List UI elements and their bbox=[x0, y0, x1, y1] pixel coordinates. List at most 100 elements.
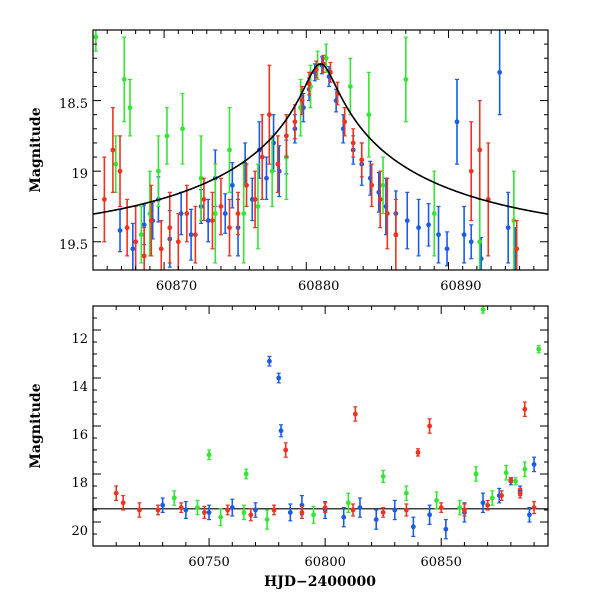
bottom-y-tick-label-2: 16 bbox=[71, 428, 88, 443]
bottom-series-2-point-12 bbox=[248, 508, 254, 522]
bottom-plot-frame bbox=[92, 305, 549, 547]
top-series-1-point-22 bbox=[380, 156, 386, 215]
top-y-axis-title: Magnitude bbox=[28, 107, 44, 192]
bottom-series-0-point-4 bbox=[183, 501, 189, 520]
bottom-series-0-point-5 bbox=[206, 504, 212, 521]
top-series-2-point-21 bbox=[275, 135, 281, 193]
bottom-series-2-point-4 bbox=[352, 406, 358, 422]
top-y-tick-label-1: 19 bbox=[71, 167, 88, 182]
top-series-1-point-21 bbox=[366, 71, 372, 158]
bottom-series-1-point-9 bbox=[195, 499, 200, 516]
top-series-1-point-1 bbox=[113, 135, 119, 193]
bottom-series-1-point-17 bbox=[457, 499, 463, 516]
top-series-2-point-12 bbox=[201, 177, 207, 222]
bottom-series-2-point-5 bbox=[427, 418, 433, 434]
top-series-2-point-38 bbox=[477, 99, 483, 201]
top-series-2-point-11 bbox=[192, 205, 198, 264]
top-series-1-point-24 bbox=[431, 170, 437, 257]
bottom-x-tick-label-0: 60750 bbox=[188, 555, 229, 570]
top-series-2-point-36 bbox=[393, 198, 399, 270]
bottom-series-1-point-11 bbox=[241, 504, 247, 521]
top-series-2-point-1 bbox=[110, 107, 116, 193]
bottom-series-2-point-13 bbox=[271, 504, 277, 516]
bottom-series-0-point-14 bbox=[392, 499, 398, 521]
bottom-y-tick-label-4: 20 bbox=[71, 524, 88, 539]
bottom-series-1-point-5 bbox=[473, 466, 479, 482]
top-series-2-point-9 bbox=[175, 212, 181, 270]
top-series-0-point-42 bbox=[468, 224, 474, 260]
bottom-series-0-point-17 bbox=[443, 518, 449, 540]
top-series-1-point-3 bbox=[127, 78, 133, 137]
top-series-2-point-5 bbox=[141, 227, 147, 270]
top-x-tick-label-2: 60890 bbox=[440, 279, 481, 294]
top-series-2-point-39 bbox=[485, 142, 491, 257]
top-series-1-point-0 bbox=[93, 30, 99, 52]
top-series-2-point-6 bbox=[148, 184, 154, 257]
top-series-0-point-9 bbox=[205, 198, 211, 243]
top-series-2-point-18 bbox=[252, 170, 258, 229]
bottom-series-2-point-20 bbox=[462, 503, 467, 517]
bottom-series-1-point-0 bbox=[480, 306, 486, 314]
bottom-series-1-point-2 bbox=[206, 449, 212, 461]
top-series-2-point-32 bbox=[359, 142, 365, 178]
top-series-0-point-39 bbox=[444, 231, 450, 267]
top-series-0-point-38 bbox=[436, 205, 441, 264]
top-series-1-point-4 bbox=[138, 205, 144, 264]
bottom-series-2-point-17 bbox=[380, 507, 386, 518]
top-series-0-point-7 bbox=[188, 208, 194, 261]
top-x-tick-label-0: 60870 bbox=[156, 279, 197, 294]
bottom-series-0-point-23 bbox=[527, 507, 532, 523]
bottom-data-points bbox=[113, 306, 542, 540]
bottom-axis-ticks bbox=[92, 305, 548, 547]
bottom-series-0-point-11 bbox=[341, 507, 347, 528]
top-series-0-point-17 bbox=[264, 156, 269, 201]
bottom-series-0-point-7 bbox=[253, 502, 258, 518]
bottom-series-1-point-8 bbox=[171, 490, 177, 506]
bottom-series-2-point-7 bbox=[522, 401, 528, 417]
bottom-series-0-point-0 bbox=[267, 355, 272, 367]
bottom-series-2-point-2 bbox=[137, 502, 142, 518]
top-series-1-point-8 bbox=[180, 92, 185, 165]
bottom-series-2-point-25 bbox=[531, 501, 537, 515]
bottom-series-1-point-4 bbox=[380, 469, 386, 483]
top-series-2-point-33 bbox=[369, 163, 375, 208]
bottom-x-tick-label-2: 60850 bbox=[421, 555, 462, 570]
top-series-0-point-0 bbox=[117, 208, 123, 253]
top-axis-ticks bbox=[92, 29, 549, 271]
top-series-1-point-13 bbox=[255, 163, 261, 250]
bottom-series-2-point-23 bbox=[508, 477, 514, 483]
bottom-series-0-point-8 bbox=[287, 503, 293, 522]
top-series-1-point-20 bbox=[347, 57, 353, 116]
top-series-2-point-8 bbox=[167, 191, 173, 264]
top-series-2-point-25 bbox=[306, 71, 312, 96]
top-series-0-point-45 bbox=[505, 191, 511, 264]
bottom-series-1-point-16 bbox=[434, 491, 439, 510]
bottom-series-2-point-24 bbox=[517, 487, 523, 499]
bottom-series-2-point-14 bbox=[299, 505, 305, 520]
bottom-x-tick-label-1: 60800 bbox=[305, 555, 346, 570]
bottom-series-1-point-10 bbox=[218, 508, 224, 527]
top-data-points bbox=[93, 30, 520, 270]
top-series-2-point-0 bbox=[101, 156, 107, 243]
bottom-series-2-point-9 bbox=[178, 502, 184, 514]
top-series-0-point-1 bbox=[130, 222, 136, 270]
top-series-1-point-2 bbox=[121, 36, 127, 123]
top-series-2-point-15 bbox=[227, 198, 232, 257]
top-y-tick-label-0: 18.5 bbox=[59, 97, 88, 112]
top-series-1-point-23 bbox=[403, 36, 409, 123]
top-series-0-point-11 bbox=[222, 193, 228, 234]
top-series-2-point-3 bbox=[124, 198, 130, 257]
bottom-series-1-point-6 bbox=[503, 465, 509, 481]
bottom-y-tick-label-1: 14 bbox=[71, 380, 88, 395]
top-series-0-point-12 bbox=[229, 162, 235, 209]
top-series-1-point-6 bbox=[156, 135, 161, 208]
bottom-series-1-point-14 bbox=[345, 492, 351, 514]
bottom-series-0-point-1 bbox=[276, 372, 282, 384]
bottom-series-2-point-11 bbox=[225, 504, 231, 516]
bottom-series-0-point-13 bbox=[373, 509, 379, 530]
bottom-y-tick-label-0: 12 bbox=[71, 332, 88, 347]
top-series-0-point-37 bbox=[426, 203, 431, 247]
bottom-y-axis-title: Magnitude bbox=[28, 383, 44, 468]
bottom-series-1-point-3 bbox=[243, 468, 249, 480]
top-series-2-point-10 bbox=[184, 184, 190, 243]
